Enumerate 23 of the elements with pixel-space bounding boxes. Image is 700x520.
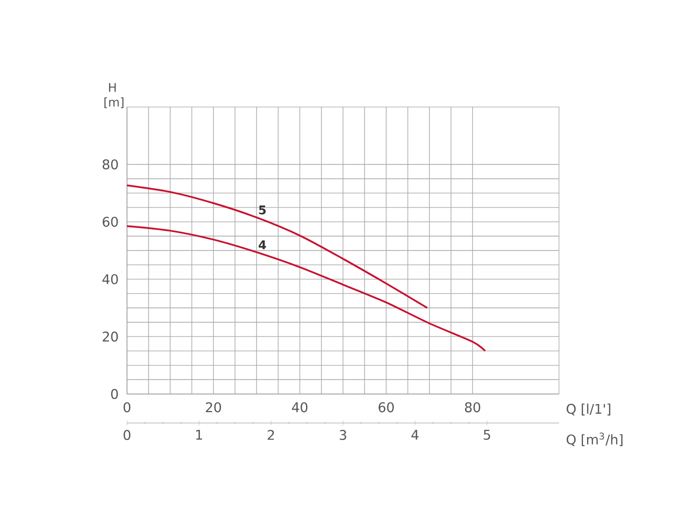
series-label: 4 [258,240,266,250]
x-tick-label: 40 [292,402,308,412]
x-tick-label: 80 [465,402,480,412]
x2-tick-label: 4 [411,430,418,440]
x2-tick-label: 1 [196,430,202,440]
x-tick-label: 0 [124,402,130,412]
y-tick-label: 0 [111,388,118,400]
x2-tick-label: 3 [340,430,346,440]
y-tick-label: 60 [102,216,118,227]
line-series [126,225,486,352]
x2-axis-title: Q [m$^{3}$/h] [566,432,622,446]
x2-tick-label: 5 [484,430,490,440]
x-tick-label: 20 [206,402,222,412]
y-axis-title: H [m] [104,83,124,108]
series-label: 5 [259,206,266,214]
x-tick-label: 60 [378,402,394,412]
x2-tick-label: 0 [124,430,130,440]
y-tick-label: 80 [102,159,118,170]
y-tick-label: 40 [102,274,118,284]
y-tick-label: 20 [102,332,118,342]
x-axis-title: Q [l/1'] [566,404,610,416]
x2-tick-label: 2 [268,430,274,440]
line-series [126,184,428,309]
